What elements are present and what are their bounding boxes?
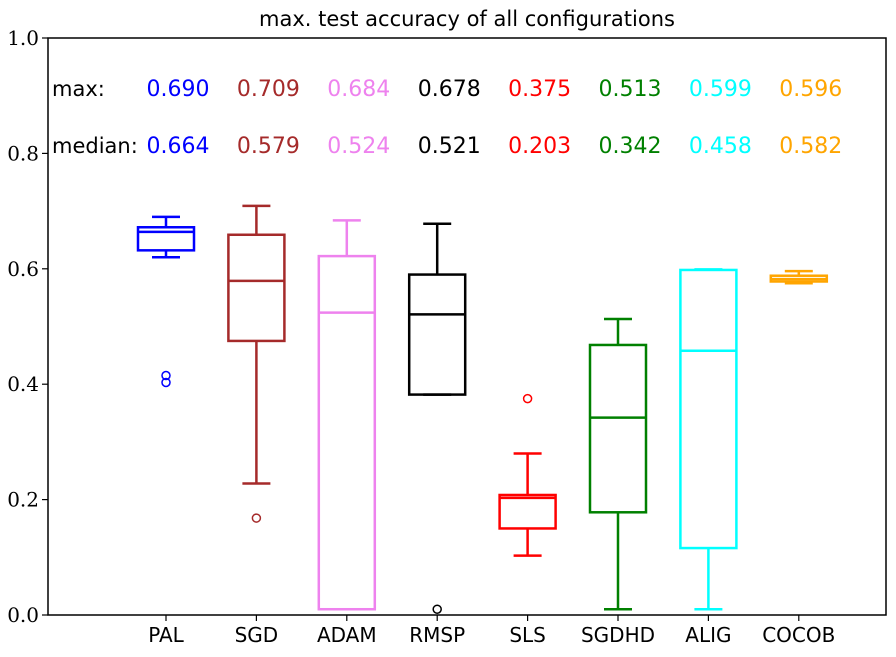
box-adam bbox=[317, 219, 377, 611]
iqr-box bbox=[588, 343, 648, 514]
iqr-box bbox=[498, 493, 557, 530]
max-value-label: 0.599 bbox=[689, 77, 752, 102]
box-rmsp bbox=[407, 222, 467, 614]
box-cocob bbox=[769, 269, 829, 285]
y-tick-label: 0.0 bbox=[7, 603, 39, 627]
x-tick-label: SGDHD bbox=[581, 623, 655, 647]
plot-area: 0.690 0.664 0.709 0.579 0.684 0.524 0.678 0.521… bbox=[136, 77, 842, 614]
iqr-box bbox=[136, 226, 196, 252]
y-axis: 0.0 0.2 0.4 0.6 0.8 1.0 bbox=[7, 26, 48, 627]
max-value-label: 0.513 bbox=[599, 77, 662, 102]
chart-title: max. test accuracy of all configurations bbox=[259, 7, 675, 31]
outlier-point bbox=[251, 513, 262, 523]
outlier-point bbox=[522, 393, 533, 404]
y-tick-label: 0.4 bbox=[7, 372, 39, 396]
iqr-box bbox=[679, 268, 738, 550]
median-value-label: 0.458 bbox=[689, 134, 752, 159]
box-sgd bbox=[227, 204, 286, 523]
median-value-label: 0.664 bbox=[147, 134, 210, 159]
y-tick-label: 0.6 bbox=[7, 257, 39, 281]
outlier-point bbox=[432, 604, 442, 614]
y-tick-label: 0.8 bbox=[7, 141, 39, 165]
x-tick-label: RMSP bbox=[409, 623, 465, 647]
max-row-label: max: bbox=[52, 77, 105, 101]
max-value-label: 0.684 bbox=[327, 77, 390, 102]
plot-frame bbox=[47, 37, 887, 616]
x-tick-label: SGD bbox=[235, 623, 279, 647]
iqr-box bbox=[407, 273, 467, 396]
x-tick-label: ADAM bbox=[317, 623, 377, 647]
max-value-label: 0.596 bbox=[779, 77, 842, 102]
box-alig bbox=[679, 268, 738, 611]
median-value-label: 0.524 bbox=[327, 134, 390, 159]
x-tick-label: COCOB bbox=[762, 623, 835, 647]
max-value-label: 0.690 bbox=[147, 77, 210, 102]
y-tick-label: 1.0 bbox=[7, 26, 39, 50]
max-value-label: 0.375 bbox=[508, 77, 571, 102]
outlier-point bbox=[161, 377, 171, 388]
box-sgdhd bbox=[588, 317, 648, 611]
x-tick-label: PAL bbox=[148, 623, 184, 647]
median-value-label: 0.579 bbox=[237, 134, 300, 159]
median-value-label: 0.521 bbox=[418, 134, 481, 159]
x-axis: PAL SGD ADAM RMSP SLS SGDHD ALIG COCOB bbox=[148, 615, 835, 647]
x-tick-label: SLS bbox=[509, 623, 546, 647]
median-row-label: median: bbox=[52, 134, 138, 158]
x-tick-label: ALIG bbox=[685, 623, 731, 647]
iqr-box bbox=[227, 233, 286, 343]
median-value-label: 0.203 bbox=[508, 134, 571, 159]
iqr-box bbox=[317, 254, 377, 611]
max-value-label: 0.709 bbox=[237, 77, 300, 102]
max-value-label: 0.678 bbox=[418, 77, 481, 102]
outlier-point bbox=[161, 370, 171, 381]
median-value-label: 0.582 bbox=[779, 134, 842, 159]
box-pal bbox=[136, 215, 196, 388]
median-value-label: 0.342 bbox=[599, 134, 662, 159]
box-sls bbox=[498, 393, 557, 557]
y-tick-label: 0.2 bbox=[7, 488, 39, 512]
